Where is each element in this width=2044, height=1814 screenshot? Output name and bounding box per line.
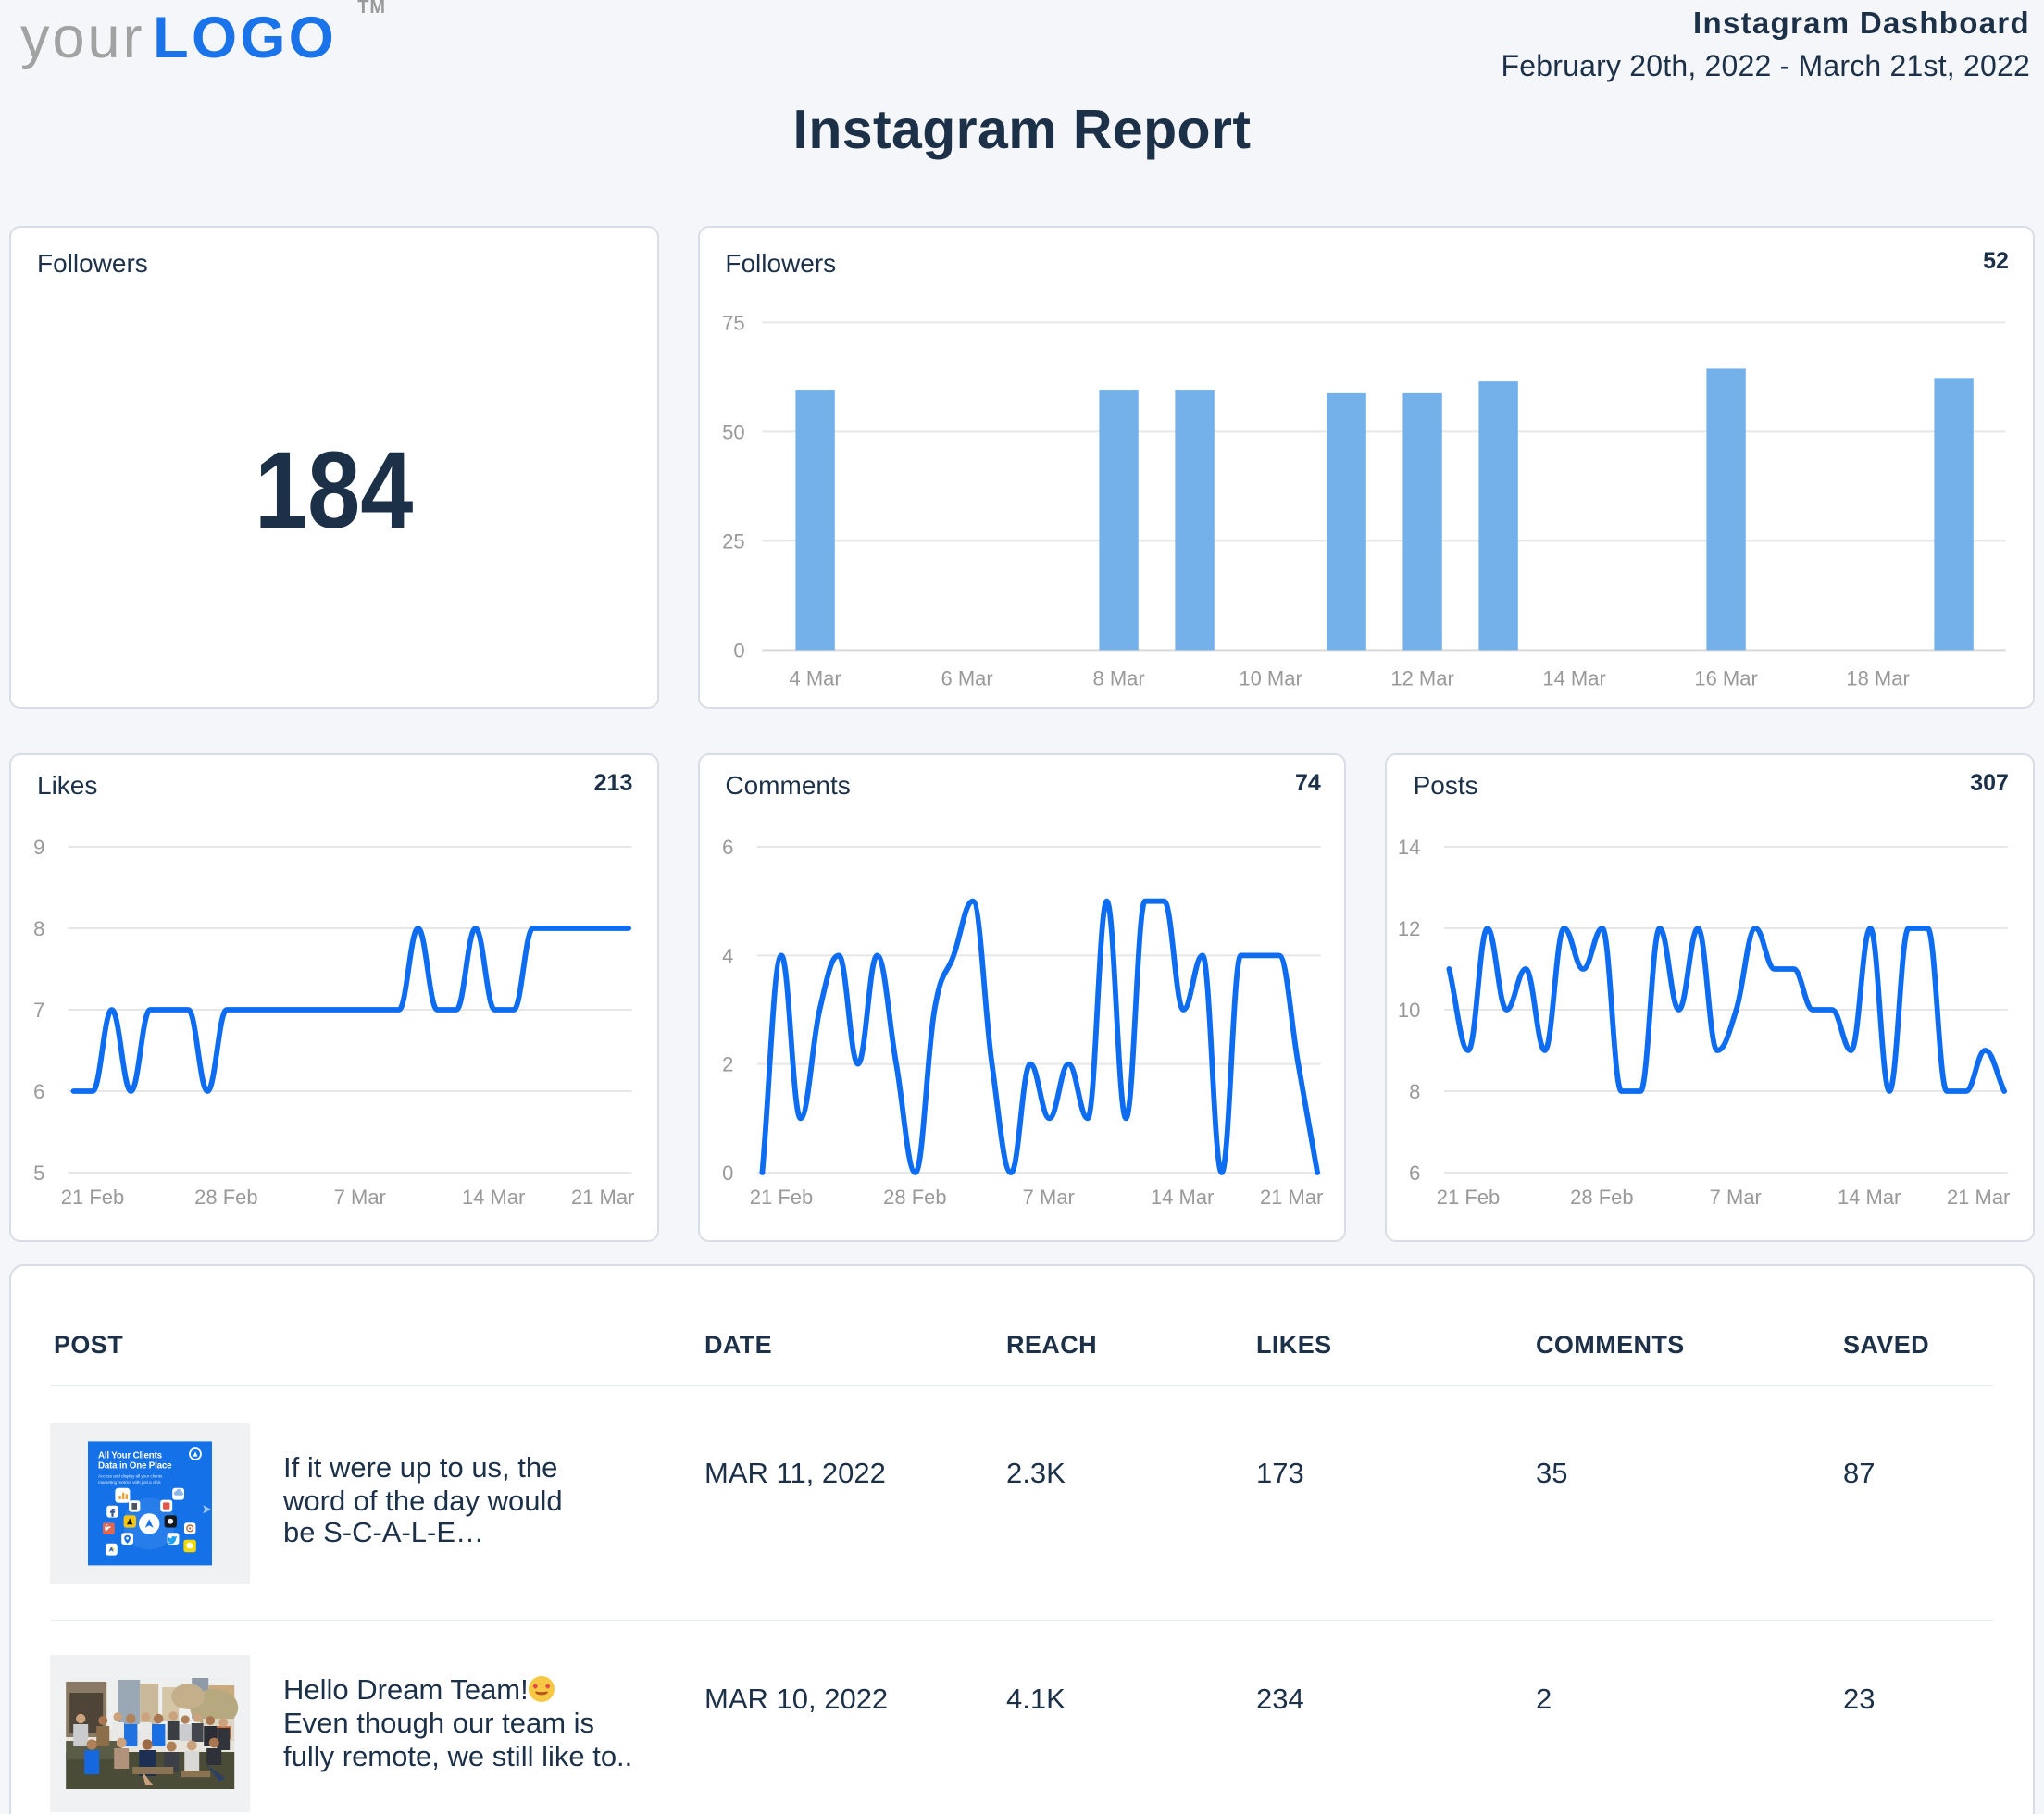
svg-text:marketing metrics with just a: marketing metrics with just a click xyxy=(97,1480,160,1485)
svg-text:14 Mar: 14 Mar xyxy=(462,1185,525,1208)
svg-text:0: 0 xyxy=(722,1161,733,1184)
svg-text:7 Mar: 7 Mar xyxy=(1710,1185,1762,1208)
svg-text:7 Mar: 7 Mar xyxy=(334,1185,386,1208)
svg-text:21 Feb: 21 Feb xyxy=(749,1185,812,1208)
svg-text:6: 6 xyxy=(33,1079,44,1102)
svg-text:28 Feb: 28 Feb xyxy=(194,1185,257,1208)
svg-text:14 Mar: 14 Mar xyxy=(1838,1185,1901,1208)
svg-text:5: 5 xyxy=(33,1161,44,1184)
svg-text:10: 10 xyxy=(1399,998,1421,1021)
svg-text:All Your Clients: All Your Clients xyxy=(97,1451,162,1461)
svg-text:21 Mar: 21 Mar xyxy=(571,1185,634,1208)
svg-text:25: 25 xyxy=(722,528,744,552)
svg-text:21 Mar: 21 Mar xyxy=(1259,1185,1322,1208)
svg-text:4 Mar: 4 Mar xyxy=(789,665,841,689)
svg-text:14 Mar: 14 Mar xyxy=(1542,665,1605,689)
svg-text:12 Mar: 12 Mar xyxy=(1390,665,1453,689)
svg-text:6: 6 xyxy=(1410,1161,1421,1184)
svg-text:0: 0 xyxy=(733,638,744,661)
svg-text:7: 7 xyxy=(33,998,44,1021)
svg-text:4: 4 xyxy=(722,943,733,966)
svg-text:21 Feb: 21 Feb xyxy=(1437,1185,1500,1208)
svg-text:21 Mar: 21 Mar xyxy=(1948,1185,2011,1208)
svg-text:75: 75 xyxy=(722,310,744,333)
svg-text:Access and display all your cl: Access and display all your clients xyxy=(97,1473,162,1479)
svg-text:21 Feb: 21 Feb xyxy=(61,1185,124,1208)
svg-text:18 Mar: 18 Mar xyxy=(1846,665,1909,689)
svg-text:9: 9 xyxy=(33,835,44,858)
svg-text:8: 8 xyxy=(1410,1079,1421,1102)
svg-text:6: 6 xyxy=(722,835,733,858)
svg-text:28 Feb: 28 Feb xyxy=(1571,1185,1634,1208)
svg-text:12: 12 xyxy=(1399,916,1421,939)
svg-text:50: 50 xyxy=(722,419,744,442)
svg-text:28 Feb: 28 Feb xyxy=(883,1185,946,1208)
svg-text:8: 8 xyxy=(33,916,44,939)
svg-text:Data in One Place: Data in One Place xyxy=(97,1461,171,1472)
svg-text:2: 2 xyxy=(722,1052,733,1075)
svg-text:10 Mar: 10 Mar xyxy=(1239,665,1302,689)
svg-text:14 Mar: 14 Mar xyxy=(1150,1185,1213,1208)
svg-text:7 Mar: 7 Mar xyxy=(1022,1185,1074,1208)
svg-text:14: 14 xyxy=(1399,835,1421,858)
svg-text:6 Mar: 6 Mar xyxy=(941,665,992,689)
svg-text:8 Mar: 8 Mar xyxy=(1092,665,1144,689)
svg-text:16 Mar: 16 Mar xyxy=(1694,665,1757,689)
